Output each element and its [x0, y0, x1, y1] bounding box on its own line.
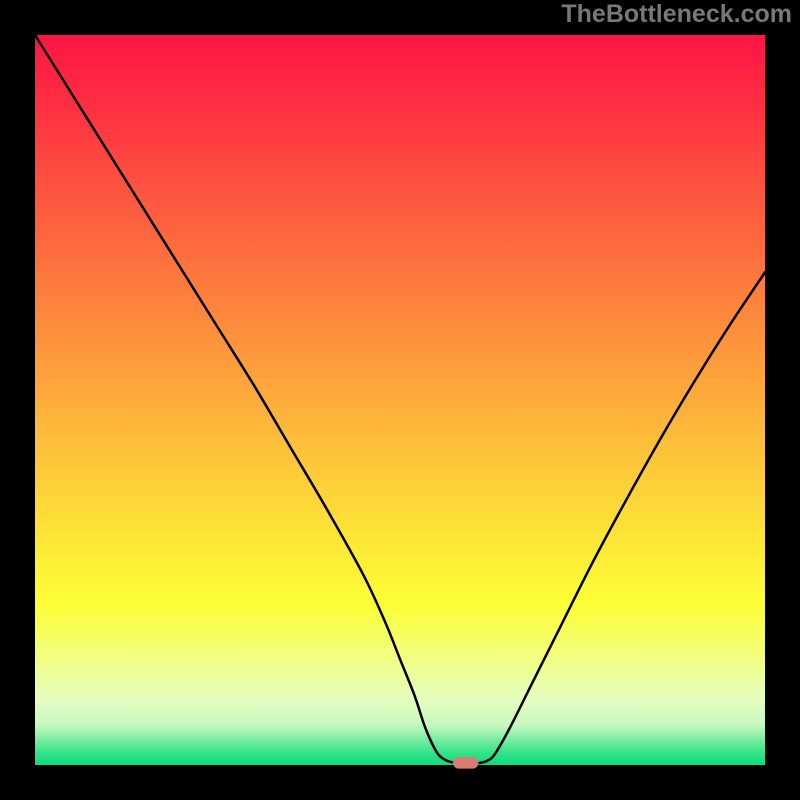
bottleneck-chart: TheBottleneck.com	[0, 0, 800, 800]
chart-background	[35, 35, 765, 765]
optimal-marker	[453, 757, 479, 769]
chart-svg	[0, 0, 800, 800]
attribution-text: TheBottleneck.com	[561, 0, 792, 29]
